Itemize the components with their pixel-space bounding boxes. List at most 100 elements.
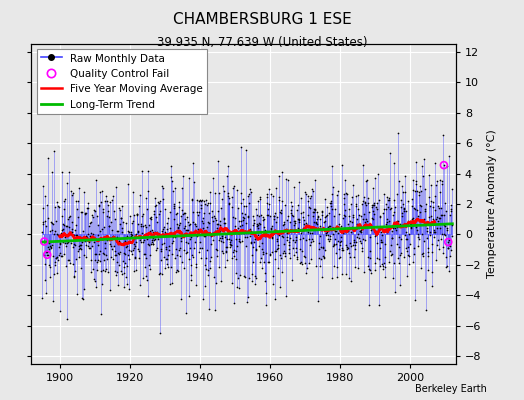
Point <box>111 268 119 274</box>
Point <box>335 221 343 228</box>
Point <box>184 292 193 299</box>
Point <box>373 240 381 247</box>
Point <box>72 198 81 205</box>
Point <box>210 232 219 238</box>
Point <box>119 250 128 256</box>
Point <box>349 242 357 249</box>
Point <box>333 274 342 280</box>
Point <box>312 219 320 225</box>
Point <box>169 188 178 194</box>
Point <box>138 222 147 229</box>
Point <box>314 240 323 246</box>
Point <box>188 252 196 259</box>
Point <box>124 229 133 235</box>
Point <box>218 233 226 239</box>
Point <box>273 237 281 244</box>
Point <box>445 153 454 159</box>
Point <box>413 227 421 234</box>
Point <box>342 229 351 236</box>
Point <box>380 254 389 260</box>
Point <box>249 220 258 227</box>
Point <box>106 286 114 293</box>
Point <box>362 178 370 184</box>
Point <box>409 258 418 265</box>
Point <box>431 160 439 166</box>
Point <box>228 249 237 255</box>
Point <box>216 278 225 285</box>
Point <box>399 206 408 212</box>
Point <box>337 238 345 244</box>
Point <box>66 260 74 267</box>
Point <box>263 212 271 218</box>
Point <box>83 236 91 243</box>
Point <box>40 261 49 268</box>
Point <box>400 189 409 196</box>
Point <box>64 257 72 263</box>
Point <box>103 256 111 262</box>
Point <box>53 270 61 276</box>
Point <box>161 206 169 212</box>
Point <box>361 218 369 225</box>
Point <box>202 246 211 253</box>
Point <box>416 217 424 224</box>
Point <box>375 197 383 204</box>
Point <box>174 224 182 231</box>
Point <box>329 231 337 237</box>
Point <box>221 220 229 227</box>
Point <box>204 210 213 216</box>
Point <box>211 215 220 221</box>
Point <box>117 214 125 221</box>
Point <box>165 243 173 249</box>
Point <box>255 213 263 220</box>
Point <box>261 270 269 276</box>
Point <box>229 213 237 220</box>
Point <box>377 238 385 245</box>
Point <box>310 226 319 233</box>
Point <box>430 234 439 240</box>
Point <box>146 214 154 221</box>
Point <box>51 228 59 234</box>
Point <box>184 226 192 233</box>
Point <box>154 236 162 242</box>
Point <box>62 263 70 269</box>
Point <box>345 213 353 220</box>
Point <box>96 248 104 255</box>
Point <box>315 255 323 261</box>
Point <box>227 242 235 248</box>
Point <box>442 208 451 214</box>
Point <box>389 275 398 282</box>
Point <box>150 237 158 243</box>
Point <box>302 222 311 228</box>
Point <box>89 214 97 220</box>
Point <box>116 248 124 255</box>
Point <box>90 276 99 282</box>
Point <box>267 235 276 241</box>
Point <box>169 238 177 244</box>
Point <box>342 242 351 248</box>
Point <box>211 307 219 314</box>
Point <box>247 188 255 195</box>
Point <box>249 213 257 220</box>
Point <box>67 229 75 235</box>
Point <box>240 203 248 210</box>
Point <box>189 254 197 260</box>
Point <box>402 228 411 235</box>
Point <box>255 242 263 249</box>
Point <box>210 213 218 219</box>
Point <box>428 283 436 290</box>
Point <box>370 202 378 208</box>
Point <box>125 256 133 262</box>
Point <box>445 253 454 260</box>
Point <box>408 187 417 194</box>
Point <box>322 213 330 220</box>
Point <box>260 278 269 284</box>
Point <box>108 196 116 203</box>
Point <box>337 223 345 229</box>
Point <box>217 196 226 202</box>
Point <box>73 206 81 212</box>
Point <box>359 194 368 200</box>
Point <box>141 264 149 270</box>
Point <box>127 232 136 238</box>
Point <box>97 268 105 275</box>
Point <box>331 236 340 242</box>
